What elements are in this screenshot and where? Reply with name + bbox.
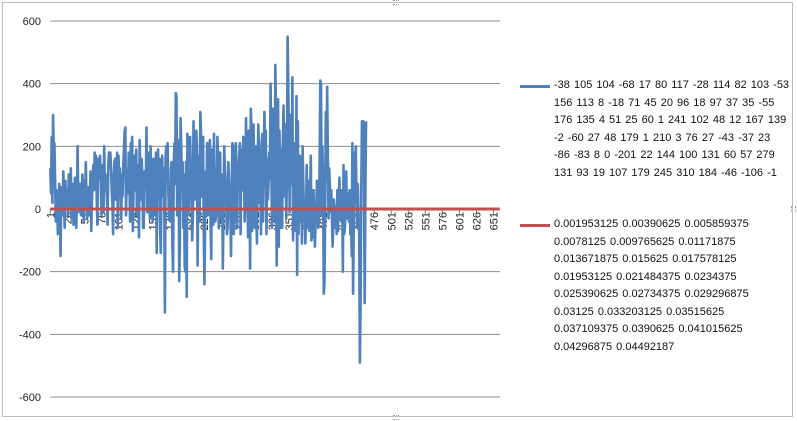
resize-handle-top[interactable] <box>393 0 399 5</box>
legend-swatch-series-1 <box>520 85 550 88</box>
series-1-line <box>49 35 368 364</box>
legend-entry-series-1: -38 105 104 -68 17 80 117 -28 114 82 103… <box>520 77 790 182</box>
y-tick-label: 0 <box>35 204 41 216</box>
x-tick-label: 476 <box>369 212 381 230</box>
legend-label-series-1: -38 105 104 -68 17 80 117 -28 114 82 103… <box>554 79 790 179</box>
resize-handle-bottom[interactable] <box>393 415 399 420</box>
legend-swatch-series-2 <box>520 224 550 227</box>
resize-handle-right[interactable] <box>791 206 796 212</box>
x-tick-label: 576 <box>437 212 449 230</box>
y-tick-label: 200 <box>23 141 41 153</box>
x-tick-label: 1 <box>45 212 57 218</box>
y-tick-label: 600 <box>23 16 41 28</box>
legend-entry-series-2: 0.001953125 0.00390625 0.005859375 0.007… <box>520 216 790 356</box>
y-tick-label: 400 <box>23 79 41 91</box>
x-tick-label: 601 <box>454 212 466 230</box>
legend-label-series-2: 0.001953125 0.00390625 0.005859375 0.007… <box>554 218 749 353</box>
y-tick-label: -600 <box>19 392 41 404</box>
y-tick-label: -200 <box>19 267 41 279</box>
x-tick-label: 526 <box>403 212 415 230</box>
y-tick-label: -400 <box>19 329 41 341</box>
x-tick-label: 651 <box>489 212 501 230</box>
x-tick-label: 501 <box>386 212 398 230</box>
x-tick-label: 551 <box>420 212 432 230</box>
x-tick-label: 626 <box>471 212 483 230</box>
x-tick-label: 76 <box>96 212 108 224</box>
x-tick-label: 101 <box>114 212 126 230</box>
